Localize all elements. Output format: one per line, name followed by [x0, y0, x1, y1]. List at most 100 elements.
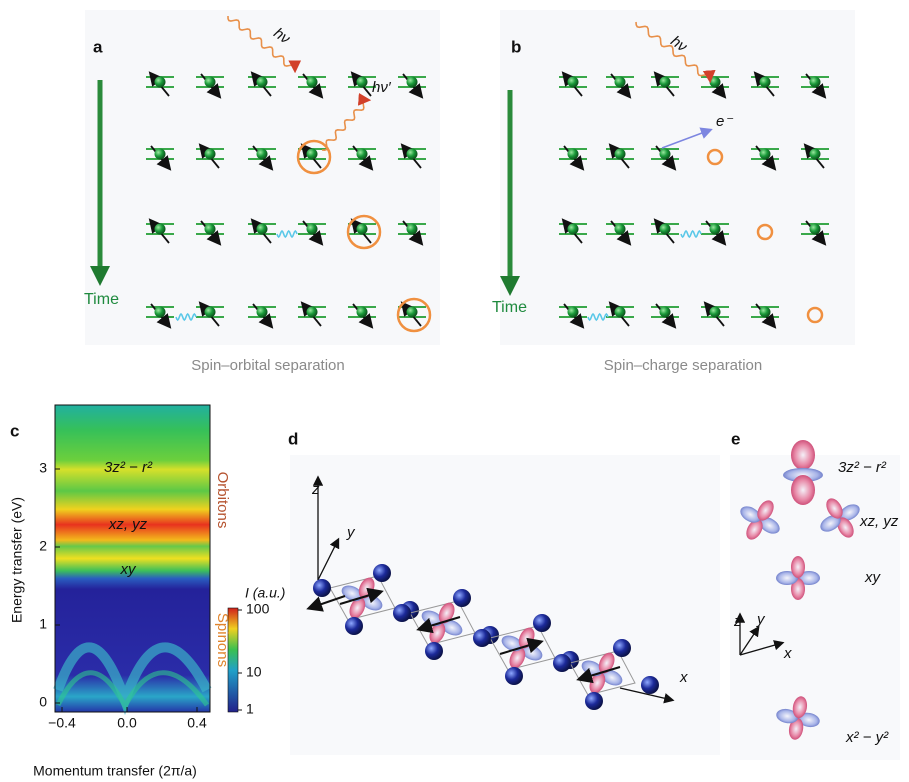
side-label: Spinons [214, 613, 231, 667]
panel-label: e [731, 429, 740, 448]
x-axis-label: Momentum transfer (2π/a) [33, 763, 197, 779]
y-tick-label: 1 [39, 616, 47, 632]
orbital-label: xy [864, 569, 882, 586]
colorbar-tick-label: 10 [246, 664, 262, 680]
site [810, 224, 821, 235]
x-tick-label: −0.4 [48, 715, 76, 731]
orbital-label: 3z² − r² [838, 459, 887, 476]
y-tick-label: 0 [39, 694, 47, 710]
axis-label: x [783, 645, 792, 662]
y-tick-label: 3 [39, 460, 47, 476]
site [307, 307, 318, 318]
site [357, 224, 368, 235]
orbital-lobe [791, 475, 815, 505]
site [257, 77, 268, 88]
site [357, 149, 368, 160]
site [155, 149, 166, 160]
time-label: Time [84, 291, 119, 308]
site [407, 224, 418, 235]
site [155, 77, 166, 88]
ion [533, 614, 551, 632]
site [615, 77, 626, 88]
panel-label: d [288, 429, 298, 448]
site [407, 149, 418, 160]
axis-label: x [679, 669, 688, 686]
site [307, 224, 318, 235]
x-tick-label: 0.4 [187, 715, 207, 731]
electron-label: e⁻ [716, 113, 733, 130]
y-axis-label: Energy transfer (eV) [9, 497, 25, 623]
axis-label: z [311, 481, 320, 498]
ion [345, 617, 363, 635]
site [357, 307, 368, 318]
caption: Spin–charge separation [604, 357, 762, 374]
site [407, 77, 418, 88]
orbital-lobe [791, 440, 815, 470]
colorbar-tick-label: 100 [246, 601, 270, 617]
site [660, 307, 671, 318]
site [615, 307, 626, 318]
orbital-lobe [791, 556, 805, 578]
site [155, 224, 166, 235]
caption: Spin–orbital separation [191, 357, 344, 374]
site [357, 77, 368, 88]
site [257, 307, 268, 318]
site [568, 77, 579, 88]
ion [473, 629, 491, 647]
ion [585, 692, 603, 710]
panel-label: a [93, 37, 103, 56]
orbital-label: x² − y² [845, 729, 889, 746]
panel-label: b [511, 37, 521, 56]
ion [425, 642, 443, 660]
axis-label: z [733, 613, 742, 630]
panel-bg [730, 455, 900, 760]
band-label: xy [120, 561, 138, 578]
panel-bg [85, 10, 440, 345]
time-label: Time [492, 299, 527, 316]
ion [505, 667, 523, 685]
site [615, 149, 626, 160]
panel-label: c [10, 421, 19, 440]
site [257, 149, 268, 160]
site [205, 77, 216, 88]
site [307, 77, 318, 88]
band-label: 3z² − r² [104, 459, 153, 476]
figure: 0 1 2 3 −0.4 0.0 0.4 100 10 1 [0, 0, 909, 782]
site [660, 224, 671, 235]
site [710, 77, 721, 88]
site [710, 224, 721, 235]
site [205, 224, 216, 235]
site [760, 77, 771, 88]
site [257, 224, 268, 235]
orbital-label: xz, yz [859, 513, 899, 530]
site [307, 149, 318, 160]
panel-bg [500, 10, 855, 345]
y-tick-label: 2 [39, 538, 47, 554]
site [155, 307, 166, 318]
colorbar-tick-label: 1 [246, 701, 254, 717]
colorbar-label: I (a.u.) [245, 585, 285, 601]
ion [641, 676, 659, 694]
ion [313, 579, 331, 597]
site [810, 77, 821, 88]
site [615, 224, 626, 235]
ion [613, 639, 631, 657]
site [568, 224, 579, 235]
site [710, 307, 721, 318]
ion [373, 564, 391, 582]
site [810, 149, 821, 160]
site [660, 77, 671, 88]
site [568, 149, 579, 160]
ion [453, 589, 471, 607]
photon-label: hν′ [372, 79, 392, 96]
site [760, 307, 771, 318]
site [205, 149, 216, 160]
site [568, 307, 579, 318]
ion [553, 654, 571, 672]
site [660, 149, 671, 160]
side-label: Orbitons [214, 472, 231, 529]
site [760, 149, 771, 160]
x-tick-label: 0.0 [117, 715, 137, 731]
decoration: 0 1 2 3 −0.4 0.0 0.4 100 10 1 [39, 10, 900, 760]
band-label: xz, yz [108, 516, 148, 533]
